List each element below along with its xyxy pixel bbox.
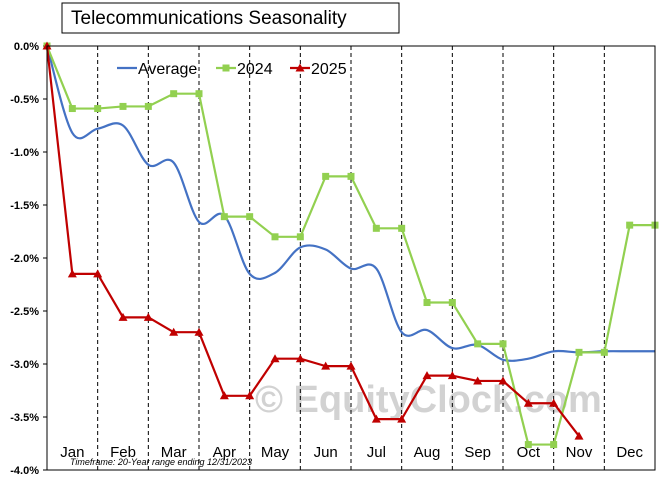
x-tick-label: Jan bbox=[60, 444, 84, 461]
data-point bbox=[169, 327, 179, 336]
data-point bbox=[93, 269, 103, 278]
y-tick-label: -4.0% bbox=[10, 465, 39, 477]
data-point bbox=[143, 312, 153, 321]
legend-entry-2025: 2025 bbox=[290, 61, 347, 78]
data-point bbox=[94, 105, 102, 113]
x-tick-label: Dec bbox=[616, 444, 643, 461]
series-average bbox=[45, 45, 655, 362]
data-point bbox=[574, 431, 584, 440]
legend-marker bbox=[295, 63, 305, 72]
series-line-average bbox=[45, 45, 655, 362]
x-tick-label: Apr bbox=[213, 444, 236, 461]
data-point bbox=[195, 90, 203, 98]
data-point bbox=[144, 102, 152, 110]
legend-marker bbox=[222, 64, 230, 72]
legend-entry-average: Average bbox=[117, 61, 197, 78]
data-point bbox=[296, 233, 304, 241]
data-point bbox=[498, 376, 508, 385]
y-tick-label: -1.0% bbox=[10, 147, 39, 159]
series-2025 bbox=[42, 41, 584, 440]
legend: Average 2024 2025 bbox=[117, 61, 347, 78]
data-point bbox=[600, 348, 608, 356]
y-tick-label: -3.0% bbox=[10, 359, 39, 371]
data-point bbox=[474, 340, 482, 348]
data-point bbox=[118, 312, 128, 321]
data-point bbox=[422, 371, 432, 380]
data-point bbox=[423, 299, 431, 307]
data-point bbox=[397, 414, 407, 423]
plot-frame-line bbox=[46, 45, 656, 471]
footnote: Timeframe: 20-Year range ending 12/31/20… bbox=[70, 457, 252, 467]
data-point bbox=[170, 90, 178, 98]
legend-label: Average bbox=[138, 61, 197, 78]
data-point bbox=[398, 224, 406, 232]
title-frame bbox=[61, 2, 400, 34]
y-tick-label: -1.5% bbox=[10, 200, 39, 212]
x-axis: Jan Feb Mar Apr May Jun Jul Aug Sep Oct Nov Dec bbox=[60, 444, 643, 461]
plot-border bbox=[46, 45, 656, 471]
series-line-2025 bbox=[45, 45, 580, 437]
data-point bbox=[550, 441, 558, 449]
y-axis: 0.0% -0.5% -1.0% -1.5% -2.0% -2.5% -3.0% -3.5% -… bbox=[10, 41, 47, 477]
chart-title: Telecommunications Seasonality bbox=[61, 2, 400, 34]
y-tick-label: -2.5% bbox=[10, 306, 39, 318]
data-point bbox=[246, 213, 254, 221]
data-point bbox=[321, 361, 331, 370]
data-point bbox=[194, 327, 204, 336]
data-point bbox=[523, 398, 533, 407]
legend-label: 2024 bbox=[237, 61, 273, 78]
data-point bbox=[371, 414, 381, 423]
x-tick-label: Nov bbox=[566, 444, 593, 461]
x-tick-label: Jun bbox=[314, 444, 338, 461]
watermark: © EquityClock.com bbox=[255, 379, 602, 421]
data-point bbox=[447, 371, 457, 380]
y-tick-label: -2.0% bbox=[10, 253, 39, 265]
x-tick-label: Oct bbox=[517, 444, 541, 461]
y-tick-label: -3.5% bbox=[10, 412, 39, 424]
data-point bbox=[499, 340, 507, 348]
legend-entry-2024: 2024 bbox=[216, 61, 273, 78]
series-layer bbox=[42, 41, 659, 449]
data-point bbox=[322, 172, 330, 180]
data-point bbox=[473, 376, 483, 385]
data-point bbox=[245, 391, 255, 400]
x-tick-label: Aug bbox=[414, 444, 441, 461]
x-tick-label: Jul bbox=[367, 444, 386, 461]
data-point bbox=[347, 172, 355, 180]
data-point bbox=[271, 233, 279, 241]
data-point bbox=[270, 354, 280, 363]
x-tick-label: Feb bbox=[110, 444, 136, 461]
y-tick-label: 0.0% bbox=[14, 41, 39, 53]
series-2024 bbox=[43, 42, 659, 449]
x-tick-label: Sep bbox=[464, 444, 491, 461]
data-point bbox=[575, 348, 583, 356]
data-point bbox=[119, 102, 127, 110]
y-tick-label: -0.5% bbox=[10, 94, 39, 106]
data-point bbox=[549, 398, 559, 407]
data-point bbox=[448, 299, 456, 307]
data-point bbox=[626, 221, 634, 229]
data-point bbox=[68, 105, 76, 113]
title-text: Telecommunications Seasonality bbox=[71, 8, 347, 29]
data-point bbox=[295, 354, 305, 363]
data-point bbox=[346, 361, 356, 370]
data-point bbox=[372, 224, 380, 232]
data-point bbox=[524, 441, 532, 449]
data-point bbox=[67, 269, 77, 278]
x-tick-label: Mar bbox=[161, 444, 187, 461]
data-point bbox=[219, 391, 229, 400]
legend-label: 2025 bbox=[311, 61, 347, 78]
x-tick-label: May bbox=[261, 444, 290, 461]
data-point bbox=[220, 213, 228, 221]
